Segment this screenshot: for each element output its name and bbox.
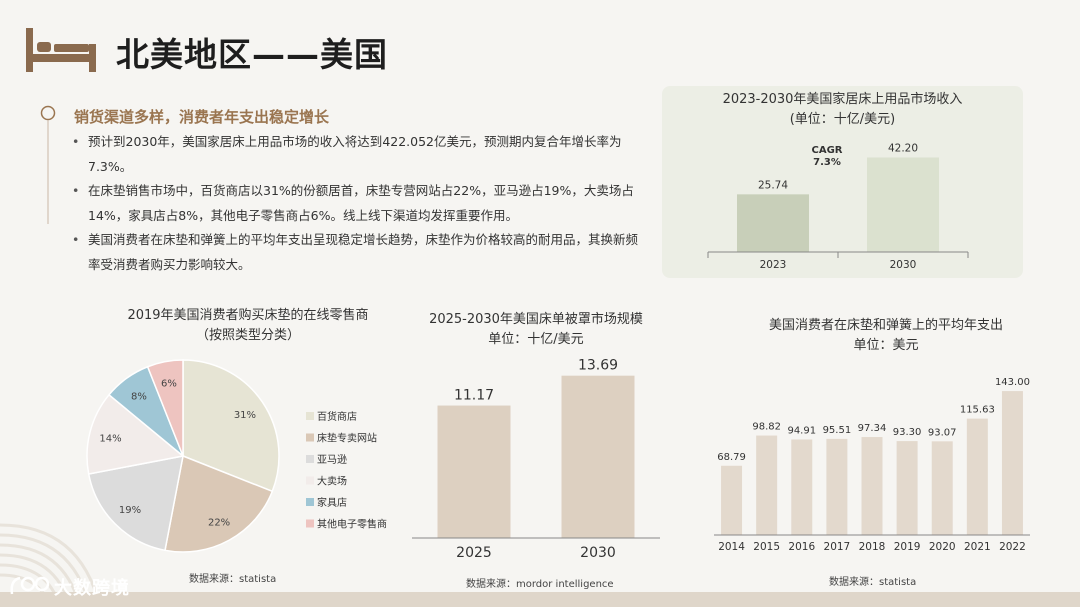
revenue-chart-panel — [662, 86, 1023, 278]
revenue-value-label: 25.74 — [758, 179, 788, 191]
spending-value-label: 97.34 — [858, 423, 887, 434]
spending-bar — [861, 437, 883, 535]
spending-bar — [931, 441, 953, 535]
legend-label: 百货商店 — [317, 410, 357, 423]
section-heading: 销货渠道多样，消费者年支出稳定增长 — [74, 108, 330, 126]
bedding-bar — [561, 375, 635, 538]
pie-slice — [146, 359, 184, 457]
spending-value-label: 98.82 — [752, 422, 781, 433]
spending-chart-title-block: 美国消费者在床垫和弹簧上的平均年支出 单位：美元 — [708, 316, 1064, 356]
spending-value-label: 93.07 — [928, 427, 957, 438]
legend-swatch — [306, 519, 314, 528]
pie-slice — [164, 454, 274, 553]
bedding-tick-label: 2025 — [456, 545, 492, 561]
spending-tick-label: 2021 — [964, 541, 991, 553]
pie-slice-label: 19% — [119, 505, 141, 516]
bedding-chart-title: 2025-2030年美国床单被罩市场规模 — [429, 312, 643, 327]
spending-value-label: 94.91 — [787, 425, 816, 436]
spending-bar — [826, 438, 848, 535]
revenue-chart-title-block: 2023-2030年美国家居床上用品市场收入 (单位：十亿/美元) — [662, 90, 1023, 130]
retailers-chart-subtitle: （按照类型分类） — [195, 328, 300, 343]
revenue-chart-subtitle: (单位：十亿/美元) — [789, 112, 896, 127]
bullet-item: 预计到2030年，美国家居床上用品市场的收入将达到422.052亿美元，预测期内… — [70, 130, 640, 179]
spending-bar — [966, 418, 988, 535]
pie-slice-label: 22% — [208, 518, 230, 529]
retailers-chart-title: 2019年美国消费者购买床垫的在线零售商 — [127, 308, 369, 323]
legend-swatch — [306, 455, 314, 463]
legend-swatch — [306, 433, 314, 442]
retailers-chart-title-block: 2019年美国消费者购买床垫的在线零售商 （按照类型分类） — [68, 306, 428, 346]
legend-label: 亚马逊 — [317, 454, 347, 466]
legend-label: 家具店 — [317, 496, 347, 509]
bullet-list: 预计到2030年，美国家居床上用品市场的收入将达到422.052亿美元，预测期内… — [70, 130, 640, 277]
revenue-tick-label: 2030 — [890, 259, 917, 271]
revenue-value-label: 42.20 — [888, 142, 918, 154]
pie-slice — [87, 455, 184, 552]
legend-swatch — [306, 412, 314, 420]
pie-slice-label: 14% — [99, 433, 121, 444]
cagr-value: 7.3% — [813, 157, 841, 168]
spending-tick-label: 2016 — [788, 541, 815, 553]
spending-tick-label: 2015 — [753, 541, 780, 553]
spending-value-label: 93.30 — [893, 427, 922, 438]
legend-swatch — [306, 476, 314, 485]
revenue-tick-label: 2023 — [760, 259, 787, 271]
bedding-chart-subtitle: 单位：十亿/美元 — [488, 332, 584, 347]
spending-tick-label: 2022 — [999, 541, 1026, 553]
legend-label: 其他电子零售商 — [317, 518, 387, 531]
pie-slice-label: 6% — [161, 378, 177, 389]
spending-bar — [1001, 391, 1023, 535]
spending-bar — [791, 439, 813, 535]
timeline-marker-icon — [40, 105, 56, 224]
retailers-pie-chart: 31% 22% 19% 14% 8% 6% 百货商店床垫专卖网站亚马逊大卖场家具店其他电子零… — [86, 359, 387, 553]
brand-logo-icon — [10, 576, 50, 595]
spending-bar — [721, 465, 743, 535]
page-title: 北美地区——美国 — [116, 35, 388, 74]
legend-swatch — [306, 498, 314, 506]
bedding-value-label: 13.69 — [578, 358, 618, 374]
pie-slice-label: 31% — [234, 410, 256, 421]
spending-value-label: 68.79 — [717, 452, 746, 463]
spending-chart: 68.79 2014 98.82 2015 94.91 2016 95.51 2017 97.3… — [714, 377, 1030, 553]
bedding-tick-label: 2030 — [580, 545, 616, 561]
spending-chart-subtitle: 单位：美元 — [853, 338, 919, 353]
cagr-label: CAGR — [812, 145, 843, 156]
legend-label: 床垫专卖网站 — [317, 432, 377, 445]
spending-tick-label: 2018 — [859, 541, 886, 553]
revenue-bar — [737, 194, 809, 252]
spending-tick-label: 2020 — [929, 541, 956, 553]
spending-chart-title: 美国消费者在床垫和弹簧上的平均年支出 — [768, 318, 1003, 333]
spending-tick-label: 2019 — [894, 541, 921, 553]
spending-tick-label: 2017 — [824, 541, 851, 553]
footer-band — [0, 592, 1080, 607]
spending-value-label: 143.00 — [995, 377, 1030, 388]
brand-logo-text: 大数跨境 — [54, 578, 130, 599]
pie-slice — [86, 393, 185, 475]
pie-slice — [182, 359, 280, 493]
bedding-source: 数据来源：mordor intelligence — [466, 579, 614, 590]
revenue-bar — [867, 157, 939, 252]
bedding-chart: 11.17 2025 13.69 2030 — [412, 358, 660, 561]
retailers-source: 数据来源：statista — [189, 574, 277, 585]
spending-source: 数据来源：statista — [829, 577, 917, 588]
legend-label: 大卖场 — [317, 475, 347, 488]
bullet-item: 在床垫销售市场中，百货商店以31%的份额居首，床垫专营网站占22%，亚马逊占19… — [70, 179, 640, 228]
bed-icon — [26, 28, 96, 72]
bullet-item: 美国消费者在床垫和弹簧上的平均年支出呈现稳定增长趋势，床垫作为价格较高的耐用品，… — [70, 228, 640, 277]
bedding-chart-title-block: 2025-2030年美国床单被罩市场规模 单位：十亿/美元 — [404, 310, 668, 350]
spending-bar — [756, 435, 778, 535]
revenue-chart-title: 2023-2030年美国家居床上用品市场收入 — [722, 92, 963, 107]
spending-value-label: 95.51 — [823, 425, 852, 436]
spending-bar — [896, 441, 918, 535]
spending-tick-label: 2014 — [718, 541, 745, 553]
spending-value-label: 115.63 — [960, 405, 995, 416]
decorative-arcs — [0, 523, 102, 607]
pie-slice-label: 8% — [131, 391, 147, 402]
bedding-bar — [437, 405, 511, 538]
bedding-value-label: 11.17 — [454, 388, 494, 404]
